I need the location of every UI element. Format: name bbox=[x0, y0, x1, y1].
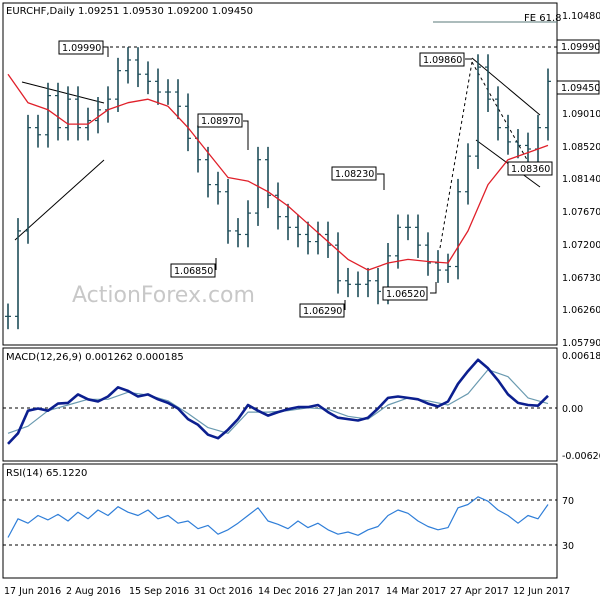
x-tick: 14 Dec 2016 bbox=[258, 586, 319, 597]
annotation-text: 1.06290 bbox=[303, 306, 342, 317]
price-y-axis: 1.10480 1.09010 1.08520 1.08140 1.07670 … bbox=[562, 11, 600, 349]
x-tick: 17 Jun 2016 bbox=[4, 586, 61, 597]
annotation-text: 1.08360 bbox=[511, 164, 550, 175]
rsi-line bbox=[7, 496, 549, 538]
macd-label: MACD(12,26,9) 0.001262 0.000185 bbox=[6, 352, 184, 363]
x-tick: 31 Oct 2016 bbox=[194, 586, 253, 597]
x-tick: 27 Apr 2017 bbox=[450, 586, 509, 597]
x-tick: 2 Aug 2016 bbox=[66, 586, 121, 597]
watermark-text: ActionForex.com bbox=[72, 283, 255, 308]
last-price-box bbox=[556, 80, 600, 95]
annotation-leader bbox=[430, 282, 437, 294]
macd-line bbox=[7, 358, 549, 445]
annotation-box bbox=[299, 303, 345, 318]
annotation-box bbox=[331, 166, 377, 181]
macd-panel-frame bbox=[2, 347, 558, 462]
annotation-text: 1.06520 bbox=[386, 289, 425, 300]
rsi-panel-frame bbox=[2, 463, 558, 579]
macd-y-tick: 0.00 bbox=[562, 404, 583, 415]
moving-average-path bbox=[7, 73, 549, 271]
price-y-tick: 1.09010 bbox=[562, 109, 600, 120]
last-price-tag: 1.09450 bbox=[561, 83, 600, 94]
annotation-text: 1.09990 bbox=[62, 43, 101, 54]
price-y-tick: 1.07670 bbox=[562, 207, 600, 218]
annotation-box bbox=[58, 40, 104, 55]
trend-line-upper bbox=[21, 81, 105, 104]
channel-line-upper bbox=[471, 57, 541, 116]
fib-label: FE 61.8 bbox=[524, 13, 562, 24]
dashed-fall-line bbox=[471, 61, 531, 166]
price-y-tick: 1.05790 bbox=[562, 338, 600, 349]
annotation-box bbox=[419, 52, 465, 67]
annotations: 1.09990 1.08970 1.06850 1.06290 1.08230 … bbox=[58, 40, 553, 318]
price-y-tick: 1.07200 bbox=[562, 240, 600, 251]
price-panel-frame bbox=[2, 2, 558, 346]
chart-title: EURCHF,Daily 1.09251 1.09530 1.09200 1.0… bbox=[6, 6, 253, 17]
price-y-tick: 1.08520 bbox=[562, 142, 600, 153]
price-y-tick: 1.08140 bbox=[562, 174, 600, 185]
x-tick: 12 Jun 2017 bbox=[513, 586, 570, 597]
dashed-rise-line bbox=[439, 61, 473, 249]
macd-y-tick: 0.00618 bbox=[562, 351, 600, 362]
x-tick: 15 Sep 2016 bbox=[129, 586, 189, 597]
annotation-text: 1.06850 bbox=[174, 266, 213, 277]
x-tick: 14 Mar 2017 bbox=[386, 586, 446, 597]
annotation-text: 1.08970 bbox=[201, 116, 240, 127]
annotation-box bbox=[170, 263, 216, 278]
annotation-text: 1.09860 bbox=[423, 55, 462, 66]
moving-average bbox=[7, 73, 549, 271]
rsi-y-tick: 30 bbox=[562, 541, 574, 552]
price-y-tick: 1.10480 bbox=[562, 11, 600, 22]
annotation-leader bbox=[377, 173, 385, 190]
macd-signal-path bbox=[7, 369, 549, 434]
macd-signal bbox=[7, 369, 549, 434]
level-tag: 1.09990 bbox=[561, 42, 600, 53]
macd-y-tick: -0.00626 bbox=[562, 451, 600, 462]
annotation-box bbox=[197, 113, 243, 128]
rsi-y-tick: 70 bbox=[562, 496, 574, 507]
price-y-tick: 1.06730 bbox=[562, 273, 600, 284]
annotation-leader bbox=[243, 120, 249, 150]
annotation-box bbox=[382, 286, 428, 301]
price-y-tick: 1.06260 bbox=[562, 305, 600, 316]
annotation-box bbox=[507, 161, 553, 176]
price-bars bbox=[5, 47, 551, 330]
x-tick: 27 Jan 2017 bbox=[323, 586, 380, 597]
trend-line-lower bbox=[14, 159, 105, 241]
macd-line-path bbox=[7, 358, 549, 445]
rsi-path bbox=[7, 496, 549, 538]
x-axis: 17 Jun 2016 2 Aug 2016 15 Sep 2016 31 Oc… bbox=[4, 586, 570, 597]
annotation-text: 1.08230 bbox=[335, 169, 374, 180]
rsi-label: RSI(14) 65.1220 bbox=[6, 468, 87, 479]
